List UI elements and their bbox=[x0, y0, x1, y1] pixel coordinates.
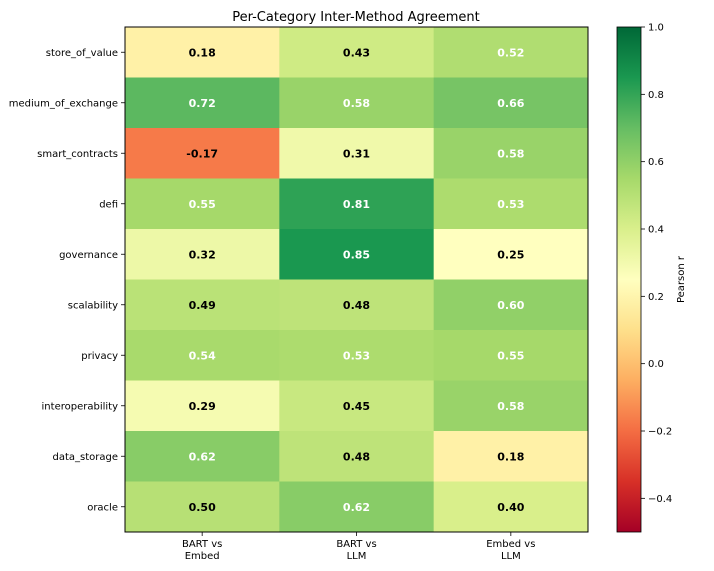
row-label: oracle bbox=[87, 502, 118, 513]
column-label-line2: Embed bbox=[185, 551, 220, 562]
cell-value-label: 0.55 bbox=[189, 198, 216, 211]
row-label: privacy bbox=[81, 351, 118, 362]
cell-value-label: 0.52 bbox=[497, 46, 524, 59]
heatmap-cell bbox=[433, 128, 589, 179]
row-label: interoperability bbox=[42, 401, 119, 412]
colorbar-gradient bbox=[616, 26, 642, 533]
row-label: store_of_value bbox=[46, 48, 118, 59]
column-label-line1: BART vs bbox=[336, 539, 376, 550]
heatmap-cell bbox=[125, 128, 280, 179]
cell-value-label: 0.85 bbox=[343, 248, 370, 261]
row-label: scalability bbox=[68, 300, 118, 311]
cell-value-label: 0.58 bbox=[497, 147, 524, 160]
column-label-line2: LLM bbox=[501, 551, 521, 562]
heatmap-cell bbox=[125, 229, 280, 280]
heatmap-cell bbox=[433, 380, 589, 432]
cell-value-label: 0.55 bbox=[497, 349, 524, 362]
cell-value-label: 0.62 bbox=[189, 450, 216, 463]
cell-value-label: 0.60 bbox=[497, 299, 524, 312]
cell-value-label: 0.81 bbox=[343, 198, 370, 211]
colorbar-tick-label: 0.6 bbox=[648, 157, 664, 168]
heatmap-cell bbox=[279, 128, 435, 179]
cell-value-label: 0.25 bbox=[497, 248, 524, 261]
column-label-line2: LLM bbox=[347, 551, 367, 562]
cell-value-label: 0.53 bbox=[343, 349, 370, 362]
colorbar-tick-label: −0.4 bbox=[648, 494, 672, 505]
cell-value-label: 0.29 bbox=[189, 400, 216, 413]
row-label: defi bbox=[99, 199, 118, 210]
heatmap-cell bbox=[433, 481, 589, 533]
cell-value-label: 0.40 bbox=[497, 501, 524, 514]
row-label: smart_contracts bbox=[37, 149, 118, 160]
heatmap-cell bbox=[279, 431, 435, 482]
row-label: medium_of_exchange bbox=[9, 98, 118, 109]
cell-value-label: 0.18 bbox=[497, 450, 524, 463]
heatmap-cell bbox=[125, 431, 280, 482]
colorbar-tick-label: −0.2 bbox=[648, 427, 672, 438]
cell-value-label: 0.43 bbox=[343, 46, 370, 59]
heatmap-cell bbox=[433, 229, 589, 280]
cell-value-label: 0.45 bbox=[343, 400, 370, 413]
heatmap-cell bbox=[279, 380, 435, 432]
heatmap-cell bbox=[279, 27, 435, 78]
cell-value-label: 0.58 bbox=[497, 400, 524, 413]
colorbar: −0.4 −0.2 0.0 0.2 0.4 0.6 0.8 1.0 Pearson r bbox=[616, 23, 687, 533]
heatmap-cell bbox=[433, 279, 589, 331]
heatmap-cell bbox=[279, 229, 435, 280]
row-labels: store_of_value medium_of_exchange smart_co… bbox=[9, 48, 125, 513]
heatmap-cell bbox=[433, 77, 589, 129]
colorbar-tick-label: 0.0 bbox=[648, 359, 664, 370]
colorbar-tick-label: 1.0 bbox=[648, 23, 664, 34]
heatmap-cell bbox=[125, 178, 280, 230]
cell-value-label: 0.62 bbox=[343, 501, 370, 514]
cell-value-label: 0.53 bbox=[497, 198, 524, 211]
cell-value-label: 0.66 bbox=[497, 97, 524, 110]
heatmap-cell bbox=[433, 178, 589, 230]
colorbar-tick-label: 0.2 bbox=[648, 292, 664, 303]
heatmap-cell bbox=[125, 279, 280, 331]
column-label-line1: Embed vs bbox=[486, 539, 535, 550]
heatmap-cell bbox=[279, 279, 435, 331]
plot-frame bbox=[124, 26, 589, 533]
heatmap-cell bbox=[279, 481, 435, 533]
cell-value-label: 0.32 bbox=[189, 248, 216, 261]
heatmap-cells: 0.18 0.43 0.52 0.72 0.58 0.66 -0.17 0.31 0.58 0.5… bbox=[125, 27, 589, 533]
heatmap-cell bbox=[125, 77, 280, 129]
cell-value-label: 0.31 bbox=[343, 147, 370, 160]
heatmap-cell bbox=[279, 77, 435, 129]
cell-value-label: 0.54 bbox=[189, 349, 216, 362]
row-label: data_storage bbox=[52, 452, 118, 463]
heatmap-cell bbox=[433, 431, 589, 482]
cell-value-label: 0.18 bbox=[189, 46, 216, 59]
heatmap-cell bbox=[125, 330, 280, 381]
cell-value-label: 0.58 bbox=[343, 97, 370, 110]
heatmap-cell bbox=[125, 380, 280, 432]
colorbar-ticks: −0.4 −0.2 0.0 0.2 0.4 0.6 0.8 1.0 bbox=[641, 23, 672, 505]
colorbar-label: Pearson r bbox=[676, 255, 687, 303]
heatmap-cell bbox=[125, 481, 280, 533]
heatmap-cell bbox=[279, 178, 435, 230]
heatmap-cell bbox=[433, 330, 589, 381]
heatmap-cell bbox=[125, 27, 280, 78]
column-label-line1: BART vs bbox=[182, 539, 222, 550]
cell-value-label: 0.48 bbox=[343, 299, 370, 312]
cell-value-label: -0.17 bbox=[186, 147, 218, 160]
cell-value-label: 0.49 bbox=[189, 299, 216, 312]
cell-value-label: 0.72 bbox=[189, 97, 216, 110]
chart-title: Per-Category Inter-Method Agreement bbox=[232, 10, 480, 25]
heatmap-cell bbox=[433, 27, 589, 78]
heatmap-cell bbox=[279, 330, 435, 381]
row-label: governance bbox=[59, 250, 118, 261]
cell-value-label: 0.50 bbox=[189, 501, 216, 514]
colorbar-tick-label: 0.4 bbox=[648, 225, 664, 236]
colorbar-tick-label: 0.8 bbox=[648, 90, 664, 101]
cell-value-label: 0.48 bbox=[343, 450, 370, 463]
